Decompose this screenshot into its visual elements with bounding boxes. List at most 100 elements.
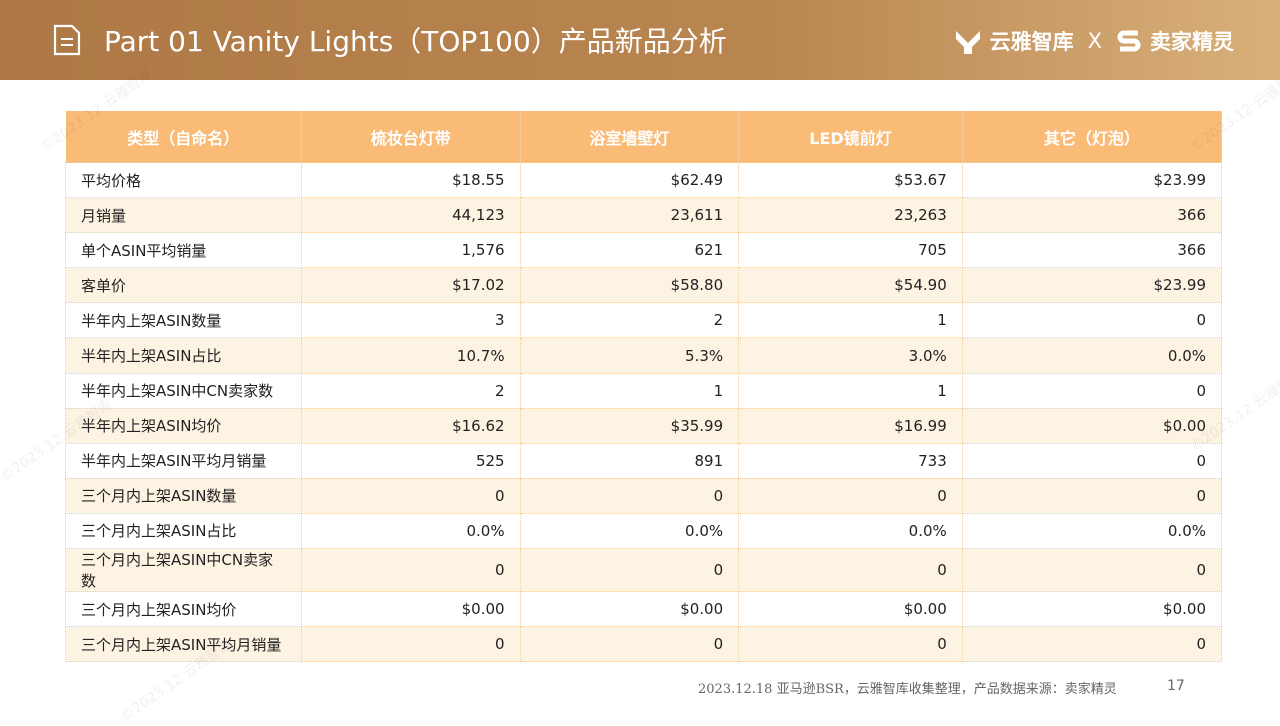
- header-bar: Part 01 Vanity Lights（TOP100）产品新品分析 云雅智库…: [0, 0, 1280, 80]
- cell: 44,123: [301, 197, 521, 234]
- cell: $18.55: [301, 161, 521, 199]
- logo-text: 卖家精灵: [1150, 30, 1234, 54]
- cell: 23,263: [738, 197, 963, 234]
- cell: 705: [738, 232, 963, 269]
- row-label: 半年内上架ASIN平均月销量: [65, 442, 302, 479]
- cell: $0.00: [301, 591, 521, 628]
- row-label: 三个月内上架ASIN平均月销量: [65, 626, 302, 663]
- table-row: 半年内上架ASIN占比 10.7% 5.3% 3.0% 0.0%: [65, 337, 1223, 374]
- column-header: LED镜前灯: [738, 111, 963, 163]
- cell: $23.99: [961, 267, 1223, 304]
- column-header: 其它（灯泡）: [962, 111, 1223, 163]
- row-label: 三个月内上架ASIN均价: [65, 591, 302, 628]
- page-number: 17: [1167, 678, 1185, 694]
- row-label: 客单价: [65, 267, 302, 304]
- cell: 0.0%: [961, 512, 1223, 550]
- logo-icon: [955, 31, 980, 54]
- table-row: 半年内上架ASIN中CN卖家数 2 1 1 0: [65, 372, 1223, 409]
- cell: $54.90: [738, 267, 963, 304]
- logo-separator: X: [1087, 29, 1102, 53]
- source-note: 2023.12.18 亚马逊BSR，云雅智库收集整理，产品数据来源：卖家精灵: [698, 682, 1117, 697]
- table-row: 半年内上架ASIN均价 $16.62 $35.99 $16.99 $0.00: [65, 407, 1223, 444]
- cell: 2: [301, 372, 521, 409]
- logo-text: 云雅智库: [989, 30, 1074, 54]
- cell: 891: [519, 442, 740, 479]
- table-row: 三个月内上架ASIN均价 $0.00 $0.00 $0.00 $0.00: [65, 591, 1223, 628]
- row-label: 月销量: [65, 197, 302, 234]
- logo-icon: [1117, 30, 1141, 52]
- table-row: 半年内上架ASIN平均月销量 525 891 733 0: [65, 442, 1223, 479]
- cell: 0: [961, 548, 1223, 593]
- cell: 0: [738, 548, 963, 593]
- cell: 0: [738, 626, 963, 663]
- table-row: 客单价 $17.02 $58.80 $54.90 $23.99: [65, 267, 1223, 304]
- cell: $58.80: [519, 267, 740, 304]
- cell: $53.67: [738, 161, 963, 199]
- cell: 0: [738, 477, 963, 514]
- cell: $35.99: [519, 407, 740, 444]
- table-row: 平均价格 $18.55 $62.49 $53.67 $23.99: [65, 161, 1223, 199]
- table-row: 月销量 44,123 23,611 23,263 366: [65, 197, 1223, 234]
- cell: 5.3%: [519, 337, 740, 374]
- row-label: 单个ASIN平均销量: [65, 232, 302, 269]
- column-header: 梳妆台灯带: [301, 111, 521, 163]
- cell: 1: [519, 372, 740, 409]
- cell: 0.0%: [738, 512, 963, 550]
- cell: 0: [961, 626, 1223, 663]
- cell: 366: [961, 197, 1223, 234]
- cell: $0.00: [961, 407, 1223, 444]
- row-label: 平均价格: [65, 161, 302, 199]
- table-row: 三个月内上架ASIN中CN卖家数 0 0 0 0: [65, 548, 1223, 593]
- cell: 0: [301, 548, 521, 593]
- data-table: 类型（自命名） 梳妆台灯带 浴室墙壁灯 LED镜前灯 其它（灯泡） 平均价格 $18.55 $…: [65, 111, 1223, 663]
- cell: 2: [519, 302, 740, 339]
- row-label: 半年内上架ASIN中CN卖家数: [65, 372, 302, 409]
- row-label: 三个月内上架ASIN数量: [65, 477, 302, 514]
- cell: 621: [519, 232, 740, 269]
- cell: 3: [301, 302, 521, 339]
- cell: 0.0%: [961, 337, 1223, 374]
- table-row: 三个月内上架ASIN平均月销量 0 0 0 0: [65, 626, 1223, 663]
- cell: $0.00: [519, 591, 740, 628]
- row-label: 三个月内上架ASIN占比: [65, 512, 302, 550]
- cell: $0.00: [738, 591, 963, 628]
- doc-icon: [53, 24, 81, 56]
- row-label: 三个月内上架ASIN中CN卖家数: [65, 548, 302, 593]
- cell: $17.02: [301, 267, 521, 304]
- table-row: 三个月内上架ASIN占比 0.0% 0.0% 0.0% 0.0%: [65, 512, 1223, 550]
- logos: 云雅智库 X 卖家精灵: [954, 26, 1234, 56]
- row-label: 半年内上架ASIN占比: [65, 337, 302, 374]
- cell: $23.99: [961, 161, 1223, 199]
- row-label: 半年内上架ASIN均价: [65, 407, 302, 444]
- cell: 0: [961, 302, 1223, 339]
- cell: 0: [961, 442, 1223, 479]
- cell: $0.00: [961, 591, 1223, 628]
- row-label: 半年内上架ASIN数量: [65, 302, 302, 339]
- column-header: 类型（自命名）: [65, 111, 302, 163]
- header-row: 类型（自命名） 梳妆台灯带 浴室墙壁灯 LED镜前灯 其它（灯泡）: [65, 111, 1223, 163]
- cell: 733: [738, 442, 963, 479]
- cell: 0: [961, 477, 1223, 514]
- cell: 10.7%: [301, 337, 521, 374]
- table-row: 单个ASIN平均销量 1,576 621 705 366: [65, 232, 1223, 269]
- cell: 0: [519, 477, 740, 514]
- cell: 0: [301, 626, 521, 663]
- cell: $16.62: [301, 407, 521, 444]
- cell: 0: [519, 548, 740, 593]
- cell: 0.0%: [301, 512, 521, 550]
- cell: 1,576: [301, 232, 521, 269]
- page-title: Part 01 Vanity Lights（TOP100）产品新品分析: [104, 25, 727, 58]
- table-row: 半年内上架ASIN数量 3 2 1 0: [65, 302, 1223, 339]
- cell: $62.49: [519, 161, 740, 199]
- cell: 0: [301, 477, 521, 514]
- table-row: 三个月内上架ASIN数量 0 0 0 0: [65, 477, 1223, 514]
- column-header: 浴室墙壁灯: [520, 111, 740, 163]
- cell: 0.0%: [519, 512, 740, 550]
- cell: 1: [738, 302, 963, 339]
- cell: 0: [961, 372, 1223, 409]
- cell: 0: [519, 626, 740, 663]
- cell: 23,611: [519, 197, 740, 234]
- cell: 1: [738, 372, 963, 409]
- cell: $16.99: [738, 407, 963, 444]
